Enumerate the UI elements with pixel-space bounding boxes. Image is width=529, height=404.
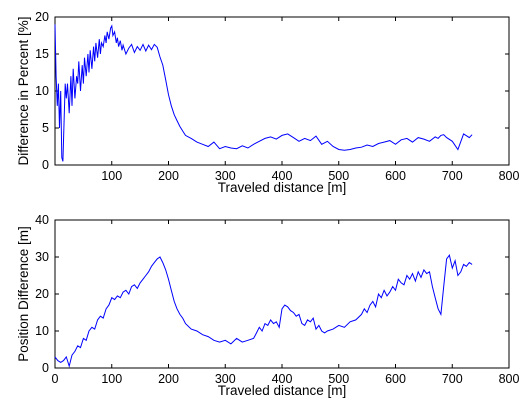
- x-tick-label-bottom: 100: [101, 372, 122, 386]
- x-tick-label-bottom: 600: [385, 372, 406, 386]
- x-tick-label-bottom: 200: [158, 372, 179, 386]
- chart-top: 100 200 300 400 500 600 700 800 0 5 10 15 20 Travel…: [16, 10, 519, 195]
- plot-area-top: [54, 16, 510, 166]
- x-tick-label-bottom: 500: [328, 372, 349, 386]
- x-ticks-top: 100 200 300 400 500 600 700 800: [101, 17, 519, 183]
- x-tick-label-top: 200: [158, 169, 179, 183]
- series-line-bottom: [54, 254, 473, 368]
- x-tick-label-bottom: 400: [272, 372, 293, 386]
- x-tick-label-top: 400: [272, 169, 293, 183]
- x-tick-label-bottom: 300: [215, 372, 236, 386]
- plot-area-bottom: [54, 219, 510, 369]
- x-tick-label-bottom: 0: [52, 372, 59, 386]
- series-line-top: [54, 24, 473, 162]
- y-tick-label-bottom: 20: [35, 287, 49, 301]
- x-tick-label-bottom: 700: [442, 372, 463, 386]
- x-axis-label-top: Traveled distance [m]: [218, 180, 347, 195]
- y-ticks-bottom: 0 10 20 30 40: [35, 213, 509, 375]
- y-tick-label-top: 10: [35, 84, 49, 98]
- x-tick-label-top: 700: [442, 169, 463, 183]
- y-tick-label-bottom: 10: [35, 324, 49, 338]
- x-ticks-bottom: 0 100 200 300 400 500 600 700 800: [52, 220, 520, 386]
- y-tick-label-top: 5: [42, 121, 49, 135]
- x-tick-label-top: 300: [215, 169, 236, 183]
- x-tick-label-top: 100: [101, 169, 122, 183]
- y-tick-label-bottom: 0: [42, 361, 49, 375]
- y-tick-label-top: 0: [42, 158, 49, 172]
- x-tick-label-bottom: 800: [499, 372, 520, 386]
- x-tick-label-top: 800: [499, 169, 520, 183]
- x-tick-label-top: 600: [385, 169, 406, 183]
- x-axis-label-bottom: Traveled distance [m]: [218, 383, 347, 398]
- y-tick-label-bottom: 30: [35, 250, 49, 264]
- y-tick-label-top: 15: [35, 47, 49, 61]
- y-axis-label-top: Difference in Percent [%]: [16, 16, 31, 165]
- chart-bottom: 0 100 200 300 400 500 600 700 800 0 10 20 30 40 Trav…: [16, 213, 519, 398]
- y-tick-label-bottom: 40: [35, 213, 49, 227]
- y-axis-label-bottom: Position Difference [m]: [16, 226, 31, 362]
- y-tick-label-top: 20: [35, 10, 49, 24]
- x-tick-label-top: 500: [328, 169, 349, 183]
